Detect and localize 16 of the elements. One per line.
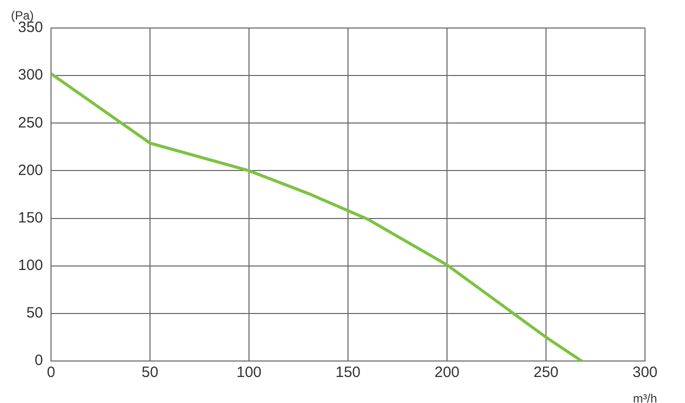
x-tick-label: 0 (46, 364, 56, 382)
x-tick-label: 250 (533, 364, 559, 382)
x-tick-label: 150 (336, 364, 361, 382)
y-tick-label: 150 (18, 209, 44, 226)
y-tick-label: 200 (18, 162, 44, 179)
x-tick-label: 50 (142, 364, 158, 382)
y-tick-label: 300 (18, 66, 44, 84)
x-tick-label: 300 (632, 364, 658, 382)
x-axis-title: m³/h (633, 391, 657, 403)
x-tick-label: 200 (434, 364, 460, 382)
y-tick-label: 250 (18, 114, 44, 132)
y-tick-label: 50 (26, 304, 44, 322)
y-tick-label: 0 (34, 352, 44, 370)
x-tick-label: 100 (236, 364, 262, 382)
y-axis-title: (Pa) (11, 8, 34, 22)
y-tick-label: 100 (18, 257, 44, 274)
